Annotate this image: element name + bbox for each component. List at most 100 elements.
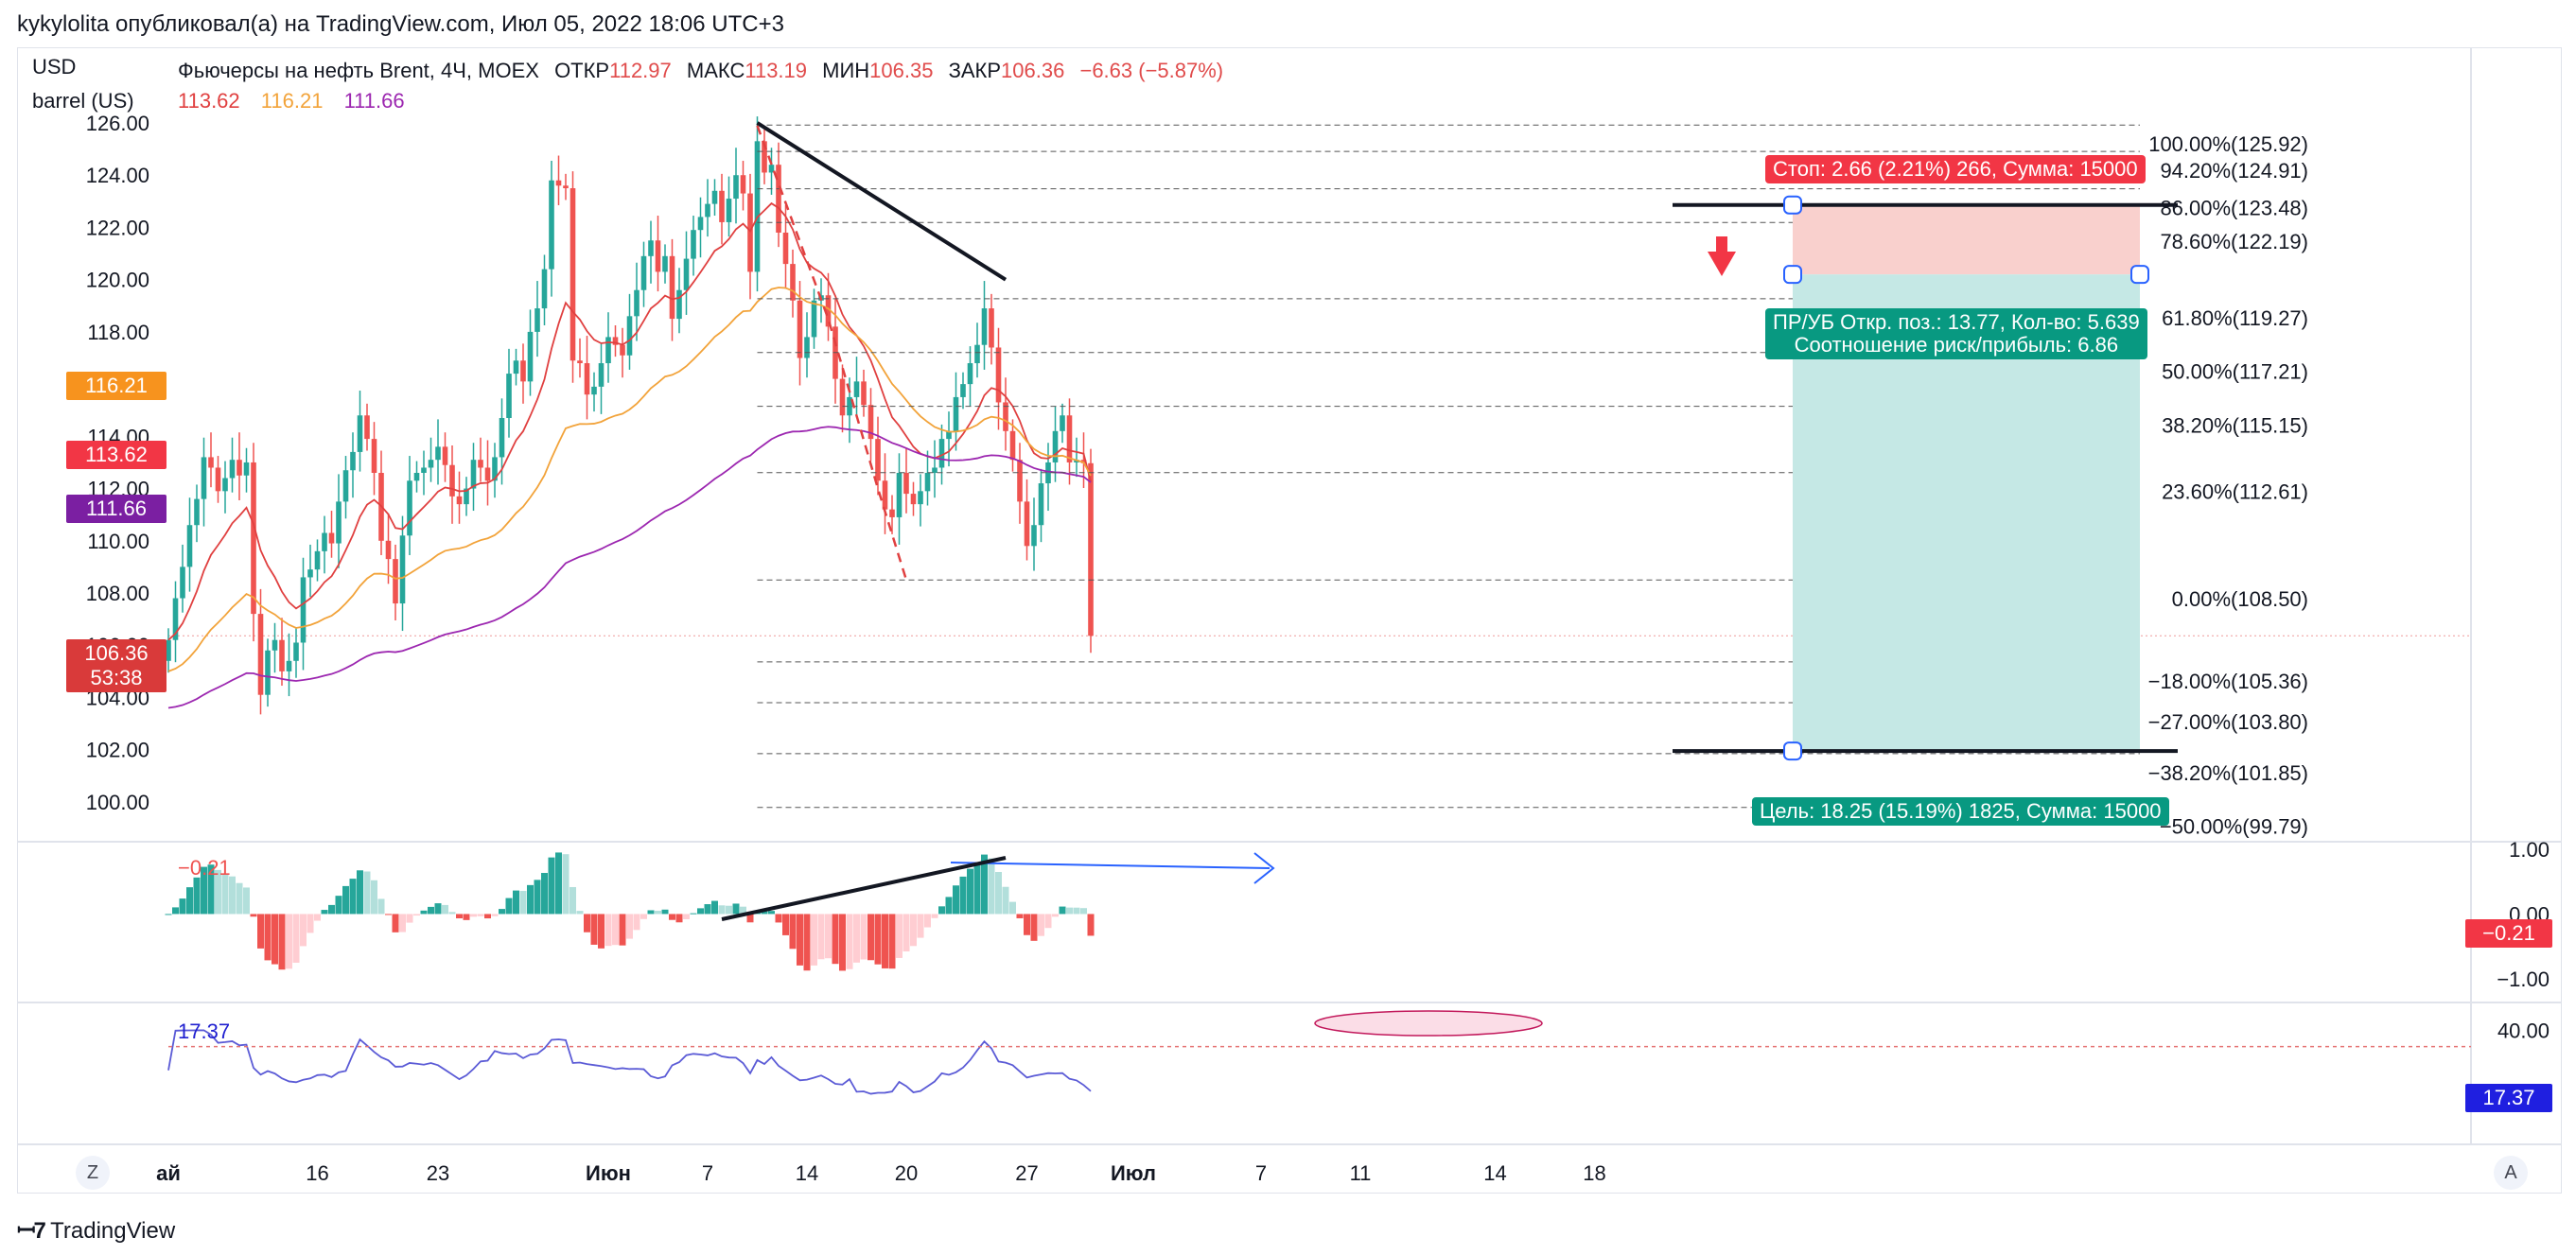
fib-level-label: 86.00%(123.48): [2160, 197, 2308, 220]
macd-bar: [442, 904, 448, 915]
tv-logo-icon: ꟷ7: [17, 1218, 46, 1244]
candle-body: [499, 418, 505, 458]
rsi-last-tag: 17.37: [2465, 1084, 2552, 1112]
macd-bar: [740, 906, 746, 915]
zoom-button[interactable]: Z: [76, 1156, 110, 1190]
macd-bar: [1073, 907, 1080, 915]
macd-bar: [655, 911, 661, 915]
chart-frame[interactable]: [17, 47, 2562, 1194]
macd-bar: [534, 880, 541, 915]
macd-bar: [470, 914, 477, 917]
candle-body: [549, 180, 554, 270]
candle-body: [889, 509, 895, 517]
macd-bar: [832, 914, 839, 965]
last-price-tag: 106.36 53:38: [66, 639, 166, 692]
candle-body: [825, 295, 832, 327]
macd-bar: [357, 870, 363, 915]
time-tick-label: Июн: [586, 1161, 631, 1185]
candle-body: [591, 386, 597, 395]
ma-red-line: [167, 201, 1092, 641]
time-tick-label: 7: [1255, 1161, 1267, 1185]
macd-bar: [590, 914, 598, 945]
macd-bar: [513, 890, 519, 915]
candle-body: [634, 289, 640, 317]
candle-body: [747, 193, 753, 272]
candle-body: [186, 525, 193, 567]
candle-body: [861, 381, 867, 406]
macd-bar: [541, 873, 548, 915]
candle-body: [1017, 460, 1023, 502]
candle-body: [1024, 501, 1030, 547]
macd-bar: [229, 876, 236, 915]
candle-body: [1066, 415, 1073, 462]
close-value: 106.36: [1001, 59, 1065, 82]
macd-bar: [527, 884, 534, 915]
macd-bar: [789, 914, 797, 950]
currency-label: USD: [32, 55, 77, 78]
candle-body: [166, 639, 171, 661]
time-tick-label: 23: [427, 1161, 449, 1185]
price-tick-label: 100.00: [86, 791, 149, 814]
candle-body: [754, 141, 761, 272]
fib-level-label: 0.00%(108.50): [2172, 587, 2308, 611]
risk-reward-line-1: ПР/УБ Откр. поз.: 13.77, Кол-во: 5.639: [1773, 310, 2140, 334]
price-tick-label: 126.00: [86, 112, 149, 135]
ma-legend: 113.62 116.21 111.66: [178, 89, 420, 113]
oscillator-highlight-ellipse: [1314, 1010, 1543, 1037]
candle-body: [924, 473, 931, 492]
candle-body: [726, 199, 732, 222]
fib-level-label: 61.80%(119.27): [2162, 306, 2308, 330]
candle-body: [215, 467, 221, 492]
ma-purple-line: [167, 426, 1092, 709]
candle-body: [733, 175, 739, 200]
auto-scale-button[interactable]: A: [2494, 1156, 2528, 1190]
time-tick-label: 27: [1015, 1161, 1038, 1185]
macd-bar: [761, 911, 768, 915]
candle-body: [478, 460, 483, 468]
macd-bar: [967, 868, 973, 915]
candle-body: [918, 491, 923, 505]
price-tick-label: 122.00: [86, 216, 149, 239]
ma-orange-price-tag: 116.21: [66, 372, 166, 400]
candle-body: [322, 532, 327, 551]
macd-tick-label: −1.00: [2497, 967, 2550, 991]
high-value: 113.19: [745, 59, 808, 82]
candle-body: [605, 337, 611, 364]
macd-bar: [797, 914, 803, 966]
candle-body: [776, 165, 781, 233]
macd-bar: [201, 866, 207, 915]
macd-bar: [896, 914, 902, 958]
time-tick-label: 16: [306, 1161, 328, 1185]
candle-body: [946, 430, 952, 440]
macd-bar: [711, 900, 718, 915]
macd-bar: [888, 914, 896, 969]
candle-body: [251, 462, 256, 615]
candle-body: [768, 165, 775, 173]
candle-body: [691, 230, 696, 259]
candle-body: [960, 384, 966, 397]
candle-body: [648, 240, 654, 256]
macd-bar: [484, 914, 491, 919]
time-tick-label: 7: [702, 1161, 713, 1185]
candle-body: [371, 439, 377, 473]
candle-body: [257, 614, 264, 695]
macd-bar: [172, 907, 179, 915]
candle-body: [875, 439, 881, 481]
macd-bar: [675, 914, 683, 923]
candle-body: [1080, 460, 1087, 463]
macd-bar: [328, 904, 335, 915]
macd-bar: [555, 852, 562, 915]
unit-label: barrel (US): [32, 89, 134, 113]
candle-body: [393, 559, 398, 604]
candle-body: [520, 360, 526, 382]
candle-body: [598, 363, 605, 387]
candle-body: [662, 255, 668, 272]
candle-body: [1031, 525, 1037, 547]
macd-bar: [626, 914, 633, 939]
fib-level-label: 50.00%(117.21): [2162, 360, 2308, 384]
macd-bar: [399, 914, 406, 933]
fib-level-label: −50.00%(99.79): [2160, 815, 2308, 839]
macd-bar: [882, 914, 888, 968]
candle-body: [442, 446, 448, 465]
